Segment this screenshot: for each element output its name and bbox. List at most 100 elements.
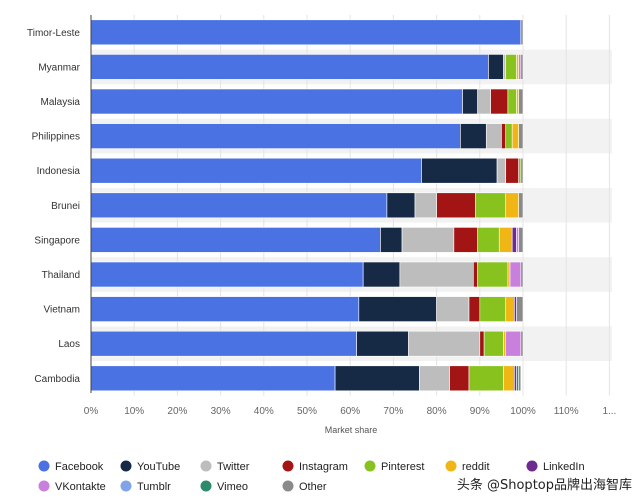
legend-label: Pinterest	[381, 461, 424, 473]
bar-segment[interactable]	[358, 296, 437, 322]
bar-segment[interactable]	[516, 54, 519, 80]
bar-segment[interactable]	[436, 296, 470, 322]
bar-segment[interactable]	[505, 296, 515, 322]
bar-segment[interactable]	[453, 227, 478, 253]
bar-segment[interactable]	[399, 261, 474, 288]
bar-segment[interactable]	[90, 330, 357, 357]
bar-segment[interactable]	[449, 365, 470, 392]
bar-segment[interactable]	[516, 227, 519, 253]
legend-item[interactable]: Other	[282, 480, 327, 494]
bar-segment[interactable]	[475, 192, 507, 219]
bar-segment[interactable]	[386, 192, 416, 219]
bar-segment[interactable]	[356, 330, 409, 357]
bar-segment[interactable]	[90, 19, 522, 46]
bar-segment[interactable]	[485, 123, 502, 149]
x-tick-label: 30%	[211, 406, 231, 417]
legend-item[interactable]: Vimeo	[200, 480, 248, 494]
legend-item[interactable]: Pinterest	[364, 460, 425, 474]
bar-segment[interactable]	[483, 330, 504, 357]
bar-segment[interactable]	[518, 365, 522, 392]
legend-marker	[200, 460, 212, 472]
bar-segment[interactable]	[518, 54, 522, 80]
bar-segment[interactable]	[498, 227, 513, 253]
bar-segment[interactable]	[473, 261, 478, 288]
bar-segment[interactable]	[90, 54, 489, 80]
bar-segment[interactable]	[479, 296, 507, 322]
bar-segment[interactable]	[90, 227, 381, 253]
bar-segment[interactable]	[516, 88, 519, 115]
bar-segment[interactable]	[468, 296, 481, 322]
legend-item[interactable]: reddit	[445, 460, 490, 474]
legend-item[interactable]: LinkedIn	[526, 460, 585, 474]
legend-item[interactable]: YouTube	[120, 460, 181, 474]
bar-segment[interactable]	[501, 123, 507, 149]
bar-segment[interactable]	[462, 88, 478, 115]
legend-item[interactable]: Tumblr	[120, 480, 172, 494]
bar-segment[interactable]	[509, 261, 522, 288]
bar-segment[interactable]	[503, 365, 515, 392]
legend-marker	[120, 480, 132, 492]
bar-segment[interactable]	[414, 192, 437, 219]
bar-segment[interactable]	[520, 54, 524, 80]
bar-segment[interactable]	[479, 330, 485, 357]
legend-item[interactable]: Twitter	[200, 460, 250, 474]
bar-segment[interactable]	[520, 330, 524, 357]
bar-segment[interactable]	[477, 261, 509, 288]
bar-segment[interactable]	[516, 365, 519, 392]
bar-segment[interactable]	[401, 227, 455, 253]
bar-segment[interactable]	[496, 157, 507, 184]
bar-segment[interactable]	[518, 88, 524, 115]
bar-segment[interactable]	[90, 157, 422, 184]
bar-segment[interactable]	[516, 296, 524, 322]
bar-segment[interactable]	[90, 88, 463, 115]
legend-label: reddit	[462, 461, 490, 473]
bar-segment[interactable]	[90, 192, 388, 219]
bar-segment[interactable]	[380, 227, 403, 253]
x-tick-labels: 0% 10% 20% 30% 40% 50% 60% 70% 80% 90% 100% 110% 1..…	[84, 406, 617, 417]
bar-segment[interactable]	[503, 330, 507, 357]
bar-segment[interactable]	[90, 261, 364, 288]
bar-segment[interactable]	[511, 227, 517, 253]
bar-segment[interactable]	[436, 192, 476, 219]
bar-segment[interactable]	[421, 157, 498, 184]
bar-segment[interactable]	[468, 365, 504, 392]
legend-label: VKontakte	[55, 481, 106, 493]
bar-segment[interactable]	[520, 157, 524, 184]
bar-segment[interactable]	[511, 123, 519, 149]
bar-segment[interactable]	[408, 330, 481, 357]
bar-segment[interactable]	[460, 123, 487, 149]
bar-segment[interactable]	[514, 296, 517, 322]
bar-segment[interactable]	[507, 261, 511, 288]
bar-segment[interactable]	[477, 227, 500, 253]
bar-segment[interactable]	[419, 365, 450, 392]
bar-segment[interactable]	[505, 192, 519, 219]
bar-segment[interactable]	[507, 88, 517, 115]
bar-segment[interactable]	[518, 192, 524, 219]
bar-segment[interactable]	[505, 157, 519, 184]
bar-segment[interactable]	[518, 123, 524, 149]
bar-segment[interactable]	[334, 365, 420, 392]
bar-segment[interactable]	[490, 88, 509, 115]
bar-segment[interactable]	[362, 261, 401, 288]
legend[interactable]: Facebook YouTube Twitter Instagram Pinterest…	[38, 460, 585, 494]
bar-segment[interactable]	[520, 19, 524, 46]
x-axis-title: Market share	[325, 425, 378, 435]
legend-item[interactable]: VKontakte	[38, 480, 106, 494]
bar-segment[interactable]	[90, 296, 360, 322]
bar-segment[interactable]	[518, 227, 524, 253]
x-tick-label: 10%	[124, 406, 144, 417]
category-label: Cambodia	[34, 374, 80, 385]
bar-segment[interactable]	[90, 365, 336, 392]
bar-segment[interactable]	[514, 365, 517, 392]
bar-segment[interactable]	[488, 54, 504, 80]
bar-segment[interactable]	[90, 123, 461, 149]
legend-item[interactable]: Facebook	[38, 460, 104, 474]
bar-segment[interactable]	[505, 54, 517, 80]
bar-segment[interactable]	[520, 261, 524, 288]
bar-segment[interactable]	[505, 123, 513, 149]
bar-segment[interactable]	[503, 54, 507, 80]
bar-segment[interactable]	[477, 88, 491, 115]
bar-segment[interactable]	[518, 157, 522, 184]
legend-item[interactable]: Instagram	[282, 460, 348, 474]
bar-segment[interactable]	[505, 330, 522, 357]
